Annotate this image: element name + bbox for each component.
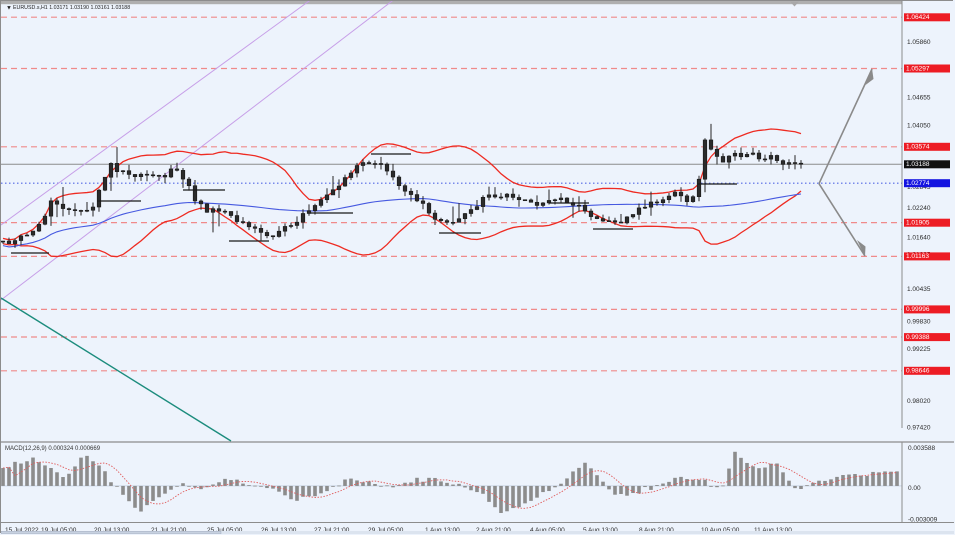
svg-text:1.06424: 1.06424 <box>906 14 930 21</box>
svg-text:0.99830: 0.99830 <box>907 318 931 325</box>
svg-text:1.03188: 1.03188 <box>906 161 930 168</box>
svg-text:0.99996: 0.99996 <box>906 306 930 313</box>
svg-text:0.97420: 0.97420 <box>907 425 931 432</box>
svg-text:1.05297: 1.05297 <box>906 65 930 72</box>
svg-text:1.00435: 1.00435 <box>907 286 931 293</box>
svg-text:EURUSD.s,H1 1.03171 1.03190: EURUSD.s,H1 1.03171 1.03190 1.03161 1.03… <box>13 5 130 11</box>
svg-text:0.00: 0.00 <box>908 485 921 492</box>
svg-text:0.98020: 0.98020 <box>907 398 931 405</box>
svg-text:0.99225: 0.99225 <box>907 346 931 353</box>
svg-text:1.04655: 1.04655 <box>907 94 931 101</box>
svg-text:1.03574: 1.03574 <box>906 144 930 151</box>
svg-text:0.003588: 0.003588 <box>908 445 935 452</box>
svg-text:1.01163: 1.01163 <box>906 253 929 260</box>
svg-text:1.01640: 1.01640 <box>907 234 931 241</box>
svg-text:1.01905: 1.01905 <box>906 220 930 227</box>
svg-text:1.02240: 1.02240 <box>907 205 931 212</box>
svg-text:MACD(12,26,9) 0.000324 0.00066: MACD(12,26,9) 0.000324 0.000669 <box>5 446 101 452</box>
svg-text:1.05860: 1.05860 <box>907 39 931 46</box>
svg-text:1.04050: 1.04050 <box>907 122 931 129</box>
svg-text:1.02774: 1.02774 <box>906 180 930 187</box>
svg-text:▼: ▼ <box>6 5 12 11</box>
svg-text:0.98646: 0.98646 <box>906 368 930 375</box>
svg-text:0.99388: 0.99388 <box>906 334 930 341</box>
